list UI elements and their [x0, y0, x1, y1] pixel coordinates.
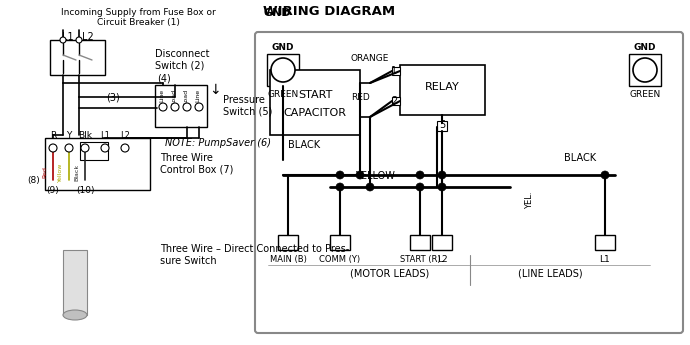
Bar: [155, 85, 207, 127]
Text: 2: 2: [391, 96, 397, 106]
Text: BLACK: BLACK: [288, 140, 320, 150]
Circle shape: [366, 183, 374, 191]
Bar: [270, 70, 360, 135]
Bar: [392, 97, 400, 105]
Circle shape: [601, 171, 609, 179]
Text: YELLOW: YELLOW: [355, 171, 395, 181]
Bar: [629, 54, 661, 86]
Bar: [595, 235, 615, 250]
Text: MAIN (B): MAIN (B): [270, 255, 306, 264]
Circle shape: [171, 103, 179, 111]
Text: COMM (Y): COMM (Y): [319, 255, 361, 264]
Text: (3): (3): [106, 92, 120, 102]
Text: Yellow: Yellow: [58, 162, 63, 182]
Text: Disconnect
Switch (2): Disconnect Switch (2): [155, 49, 210, 71]
Text: Red: Red: [42, 166, 47, 178]
Text: YEL.: YEL.: [526, 191, 535, 209]
Bar: [45, 138, 150, 190]
Circle shape: [159, 103, 167, 111]
Text: Line: Line: [195, 89, 201, 102]
Text: 5: 5: [439, 120, 445, 130]
Text: WIRING DIAGRAM: WIRING DIAGRAM: [263, 5, 395, 18]
Text: R: R: [50, 131, 56, 140]
Text: (LINE LEADS): (LINE LEADS): [518, 268, 582, 278]
Circle shape: [356, 171, 364, 179]
Circle shape: [81, 144, 89, 152]
Text: (9): (9): [47, 186, 59, 195]
Text: RED: RED: [351, 92, 370, 101]
Circle shape: [438, 183, 446, 191]
Circle shape: [49, 144, 57, 152]
Text: 1: 1: [391, 66, 397, 76]
Text: Incoming Supply from Fuse Box or
Circuit Breaker (1): Incoming Supply from Fuse Box or Circuit…: [61, 8, 215, 27]
Text: (4): (4): [157, 73, 170, 83]
Text: L2: L2: [120, 131, 130, 140]
Bar: [400, 65, 485, 115]
Circle shape: [195, 103, 203, 111]
Text: (8): (8): [27, 176, 40, 185]
FancyBboxPatch shape: [255, 32, 683, 333]
Circle shape: [271, 58, 295, 82]
Circle shape: [336, 171, 344, 179]
Text: NOTE: PumpSaver (6): NOTE: PumpSaver (6): [165, 138, 271, 148]
Text: START: START: [298, 90, 332, 100]
Circle shape: [121, 144, 129, 152]
Circle shape: [60, 37, 66, 43]
Text: CAPACITOR: CAPACITOR: [284, 108, 346, 118]
Circle shape: [416, 183, 424, 191]
Circle shape: [416, 171, 424, 179]
Text: Three Wire
Control Box (7): Three Wire Control Box (7): [160, 153, 233, 175]
Text: Load: Load: [172, 89, 177, 104]
Text: ORANGE: ORANGE: [351, 53, 389, 62]
Circle shape: [336, 183, 344, 191]
Text: L1: L1: [100, 131, 110, 140]
Bar: [63, 250, 87, 315]
Bar: [437, 121, 447, 131]
Circle shape: [633, 58, 657, 82]
Text: GND: GND: [272, 43, 294, 52]
Text: GND: GND: [263, 8, 290, 18]
Text: L2: L2: [437, 255, 447, 264]
Circle shape: [101, 144, 109, 152]
Text: GREEN: GREEN: [629, 90, 660, 99]
Text: Pressure
Switch (5): Pressure Switch (5): [223, 95, 273, 117]
Text: (MOTOR LEADS): (MOTOR LEADS): [351, 268, 430, 278]
Text: Three Wire – Direct Connected to Pres-
sure Switch: Three Wire – Direct Connected to Pres- s…: [160, 244, 349, 266]
Text: Y: Y: [66, 131, 72, 140]
Bar: [432, 235, 452, 250]
Bar: [410, 235, 430, 250]
Text: GREEN: GREEN: [268, 90, 299, 99]
Text: Load: Load: [184, 89, 188, 104]
Text: GND: GND: [633, 43, 656, 52]
Bar: [278, 235, 298, 250]
Text: Black: Black: [74, 164, 79, 180]
Bar: [80, 142, 108, 160]
Text: L1: L1: [62, 32, 74, 42]
Bar: [267, 54, 299, 86]
Circle shape: [438, 171, 446, 179]
Bar: [330, 235, 350, 250]
Bar: [50, 40, 105, 75]
Circle shape: [76, 37, 82, 43]
Text: Blk: Blk: [78, 131, 92, 140]
Text: START (R): START (R): [400, 255, 440, 264]
Text: (10): (10): [76, 186, 95, 195]
Text: BLACK: BLACK: [564, 153, 596, 163]
Text: L1: L1: [600, 255, 611, 264]
Text: ↓: ↓: [209, 83, 221, 97]
Ellipse shape: [63, 310, 87, 320]
Circle shape: [183, 103, 191, 111]
Text: Line: Line: [159, 89, 164, 102]
Text: L2: L2: [82, 32, 94, 42]
Bar: [392, 67, 400, 75]
Text: RELAY: RELAY: [424, 82, 460, 92]
Circle shape: [65, 144, 73, 152]
